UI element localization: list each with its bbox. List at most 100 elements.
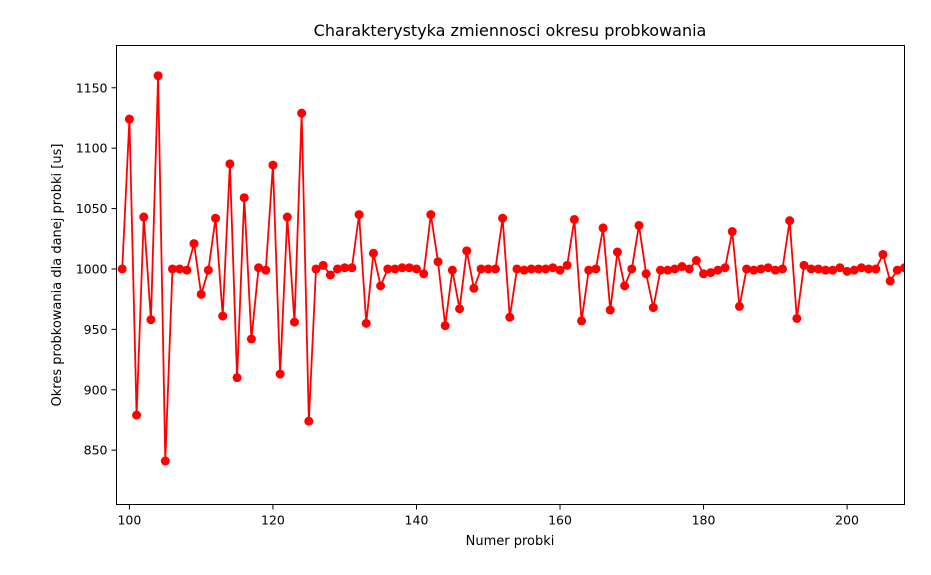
data-point [663,265,673,275]
data-point [670,264,680,274]
data-point [612,247,622,257]
data-point [864,264,874,274]
data-point [892,265,902,275]
data-point [562,260,572,270]
data-point [792,313,802,323]
x-tick-label: 160 [548,513,572,528]
data-point [706,268,716,278]
data-point [584,265,594,275]
y-tick-label: 1150 [76,80,108,95]
data-point [849,265,859,275]
data-point [634,220,644,230]
data-point [856,263,866,273]
data-point [368,248,378,258]
data-point [490,264,500,274]
data-point [469,283,479,293]
x-tick-label: 200 [835,513,859,528]
data-point [677,262,687,272]
x-axis-label: Numer probki [466,534,555,549]
data-point [289,317,299,327]
data-point [304,416,314,426]
data-point [117,264,127,274]
data-point [742,264,752,274]
data-point [763,263,773,273]
x-tick-label: 120 [261,513,285,528]
y-tick-label: 1100 [76,141,108,156]
data-point [239,193,249,203]
data-point [440,321,450,331]
data-point [756,264,766,274]
data-point [347,263,357,273]
data-point [778,264,787,274]
chart-title: Charakterystyka zmiennosci okresu probko… [314,21,707,40]
x-tick-label: 100 [117,513,141,528]
data-point [282,212,292,222]
data-point [900,263,905,273]
data-point [871,264,881,274]
data-point [505,312,515,322]
y-tick-label: 850 [84,443,108,458]
data-point [397,263,407,273]
data-point [591,264,601,274]
data-point [577,316,587,326]
data-point [519,265,529,275]
data-point [376,281,386,291]
y-axis-label: Okres probkowania dla danej probki [us] [50,144,65,407]
data-point [569,214,579,224]
data-point [311,264,321,274]
data-point [828,265,838,275]
y-tick-label: 1000 [76,261,108,276]
data-point [160,456,170,466]
data-point [713,265,723,275]
data-point [218,311,228,321]
data-point [411,264,421,274]
data-point [483,264,493,274]
data-point [175,264,185,274]
data-point [182,265,192,275]
data-point [548,263,558,273]
y-tick-label: 950 [84,322,108,337]
data-point [785,216,795,226]
data-point [340,263,350,273]
data-point [598,223,608,233]
data-point [727,227,737,237]
data-point [821,265,831,275]
data-point [533,264,543,274]
data-point [196,289,206,299]
data-point [648,303,658,313]
data-point [275,369,285,379]
data-point [620,281,630,291]
data-point [555,265,565,275]
data-point [655,265,665,275]
data-point [455,304,465,314]
data-point [297,108,307,118]
data-point [419,269,429,279]
y-tick-label: 900 [84,382,108,397]
data-point [268,160,278,170]
data-point [476,264,486,274]
data-point [878,249,888,259]
plot-frame [116,45,905,505]
x-axis: 100 120 140 160 180 200 [117,504,859,528]
data-point [813,264,823,274]
data-point [261,265,271,275]
data-point [526,264,536,274]
data-point [684,264,694,274]
data-point [512,264,522,274]
data-point [232,373,242,383]
data-point [627,264,637,274]
y-tick-label: 1050 [76,201,108,216]
data-point [167,264,177,274]
data-point [383,264,393,274]
data-point [734,301,744,311]
x-tick-label: 180 [692,513,716,528]
data-point [390,264,400,274]
y-axis: 850 900 950 1000 1050 1100 1150 [76,80,117,458]
x-tick-label: 140 [405,513,429,528]
data-point [799,260,809,270]
data-point [146,315,156,325]
data-point [132,410,142,420]
data-point [333,264,343,274]
data-point [203,265,213,275]
